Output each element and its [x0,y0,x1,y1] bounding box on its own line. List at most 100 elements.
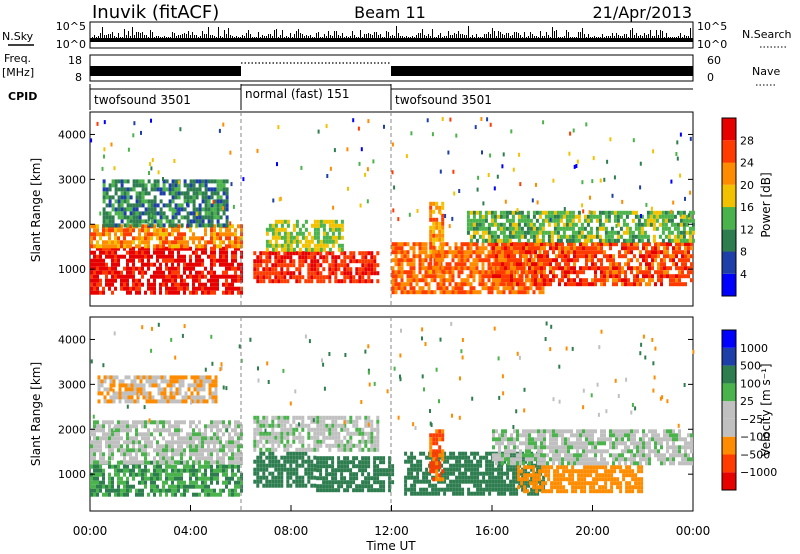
velocity-cell [93,436,96,441]
power-cell [204,215,208,220]
power-cell [661,230,665,235]
velocity-cell [174,460,177,465]
nsky-bar [288,37,289,38]
power-cell [108,286,111,291]
power-cell [394,274,398,279]
power-cell [472,226,476,231]
power-cell [412,250,416,255]
power-cell [367,263,371,268]
power-cell [114,199,118,204]
power-cell [105,244,108,249]
nsky-bar [430,36,431,38]
power-cell [489,153,492,158]
power-cell [429,269,433,274]
power-cell [349,267,353,272]
power-cell [522,262,525,267]
power-cell [495,242,498,247]
velocity-cell [331,488,335,493]
power-cell [663,242,666,247]
power-cell [663,262,666,267]
power-cell [531,246,534,251]
power-cell [573,242,576,247]
power-cell [441,205,445,210]
power-cell [307,239,311,244]
power-cell [430,254,434,259]
velocity-cell [346,488,350,493]
velocity-cell [322,480,326,485]
power-cell [652,149,655,154]
power-cell [546,242,549,247]
power-cell [129,250,132,255]
power-cell [427,286,431,291]
power-cell [147,221,150,226]
velocity-cell [123,456,126,461]
power-cell [645,266,648,271]
power-cell [343,251,347,256]
power-cell [231,250,234,255]
power-cell [147,228,150,233]
power-cell [679,218,683,223]
velocity-cell [147,420,150,425]
power-cell [319,271,323,276]
velocity-cell [132,484,135,489]
power-cell [210,187,214,192]
velocity-cell [240,424,243,429]
power-cell [475,246,479,251]
power-cell [198,219,202,224]
power-cell [105,232,108,237]
power-cell [156,270,159,275]
power-cell [156,250,159,255]
power-cell [460,242,464,247]
power-cell [667,238,671,243]
power-cell [271,247,275,252]
velocity-cell [195,484,198,489]
power-cell [174,179,178,184]
power-cell [681,250,684,255]
power-cell [147,215,151,220]
velocity-cell [123,428,126,433]
power-cell [418,266,422,271]
power-cell [547,222,551,227]
velocity-cell [183,468,186,473]
velocity-cell [213,432,216,437]
power-cell [429,261,433,266]
power-cell [216,195,220,200]
power-cell [225,191,229,196]
power-cell [105,191,109,196]
power-cell [567,266,570,271]
power-cell [135,179,139,184]
power-cell [499,282,503,287]
power-cell [673,234,677,239]
velocity-cell [175,375,179,380]
power-cell [499,222,503,227]
power-cell [313,231,317,236]
power-cell [558,262,561,267]
power-cell [654,282,657,287]
power-cell [454,290,458,295]
nsky-bar [366,34,367,38]
velocity-cell [289,471,293,476]
velocity-cell [313,443,317,448]
power-cell [93,244,96,249]
power-cell [99,211,102,216]
power-cell [639,262,642,267]
velocity-cell [196,387,200,392]
velocity-cell [183,492,186,497]
power-cell [96,244,99,249]
nsky-bar [238,37,239,38]
power-cell [457,262,461,267]
power-cell [472,266,476,271]
velocity-cell [121,383,125,388]
velocity-cell [198,440,201,445]
velocity-cell [228,424,231,429]
power-cell [367,271,371,276]
power-cell [534,262,537,267]
power-cell [576,258,579,263]
velocity-cell [150,488,153,493]
velocity-cell [231,468,234,473]
power-cell [183,179,187,184]
power-cell [403,258,407,263]
velocity-cell [198,456,201,461]
power-cell [535,234,539,239]
velocity-cell [162,468,165,473]
